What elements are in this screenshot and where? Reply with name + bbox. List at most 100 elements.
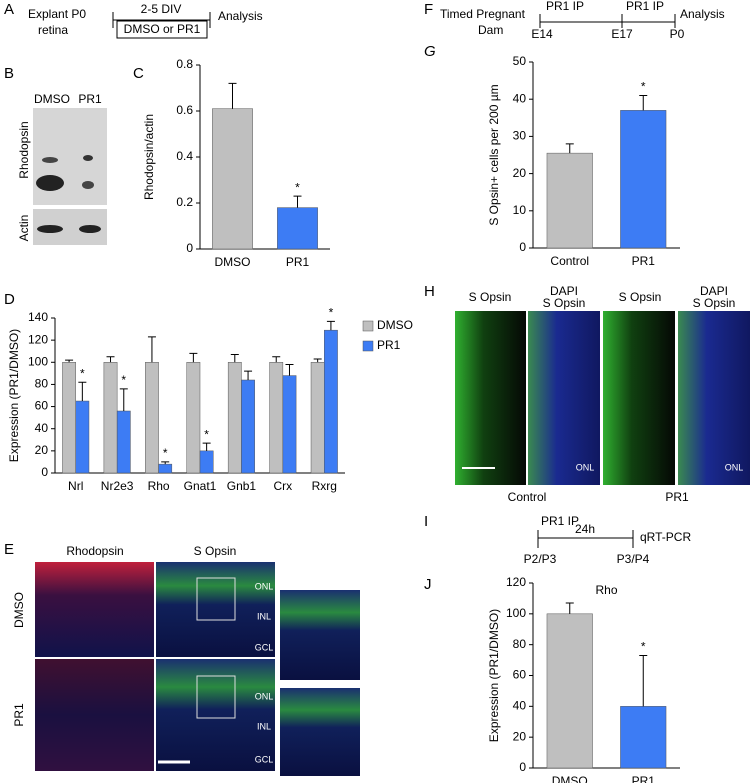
error-bar	[639, 94, 648, 111]
bar	[277, 207, 318, 250]
micrograph	[678, 311, 750, 485]
x-tick-label: Gnb1	[227, 479, 257, 493]
band	[79, 225, 101, 233]
label: E14	[531, 27, 553, 41]
column-label: Rhodopsin	[66, 544, 123, 558]
label: P0	[670, 27, 685, 41]
x-tick-label: Nrl	[68, 479, 83, 493]
panel-b: DMSO PR1 Rhodopsin Actin	[17, 92, 107, 245]
panel-letter: E	[4, 541, 14, 558]
micrograph	[280, 688, 360, 776]
panel-letter: B	[4, 65, 14, 82]
x-tick-label: Rxrg	[312, 479, 337, 493]
panel-letters: A B C D E F G H I J	[4, 1, 436, 593]
lane-label: PR1	[78, 92, 102, 106]
bar	[212, 108, 253, 250]
y-tick-label: 20	[513, 729, 527, 743]
bar	[158, 463, 173, 474]
error-bar	[313, 358, 322, 363]
y-tick-label: 60	[35, 399, 49, 413]
column-label: S Opsin	[194, 544, 237, 558]
column-label: S Opsin	[693, 296, 736, 310]
y-tick-label: 80	[35, 377, 49, 391]
layer-label: ONL	[725, 462, 744, 472]
box	[116, 20, 208, 39]
panel-f: Timed Pregnant Dam PR1 IP PR1 IP E14 E17…	[440, 0, 725, 41]
lane-label: DMSO	[34, 92, 70, 106]
significance: *	[80, 366, 85, 380]
micrograph	[35, 659, 154, 771]
y-tick-label: 40	[513, 699, 527, 713]
group-label: Control	[508, 490, 547, 504]
bar	[103, 362, 118, 474]
label: Timed Pregnant	[440, 7, 526, 21]
micrograph	[156, 659, 275, 771]
band	[36, 175, 64, 191]
x-tick-label: Rho	[148, 479, 170, 493]
error-bar	[65, 359, 74, 363]
x-tick-label: PR1	[632, 254, 656, 268]
bar	[145, 362, 159, 474]
label: PR1 IP	[541, 514, 579, 528]
panel-letter: I	[424, 513, 428, 530]
error-bar	[202, 442, 211, 451]
bar	[227, 362, 242, 474]
y-tick-label: 0.6	[176, 103, 193, 117]
legend-label: DMSO	[377, 318, 413, 332]
micrograph	[35, 562, 154, 657]
column-label: DAPI	[550, 284, 578, 298]
x-tick-label: Nr2e3	[101, 479, 134, 493]
x-tick-label: Gnat1	[184, 479, 217, 493]
bar	[324, 329, 338, 474]
y-tick-label: 40	[513, 91, 527, 105]
bar	[186, 362, 201, 474]
panel-letter: G	[424, 43, 436, 60]
layer-label: GCL	[255, 754, 274, 764]
row-label: DMSO	[12, 592, 26, 628]
x-tick-label: DMSO	[215, 255, 251, 269]
band-label: Rhodopsin	[17, 121, 31, 178]
y-tick-label: 30	[513, 129, 527, 143]
micrograph	[280, 590, 360, 680]
legend-swatch	[362, 340, 374, 352]
panel-letter: J	[424, 576, 432, 593]
legend-swatch	[362, 320, 374, 332]
bar	[620, 110, 667, 249]
error-bar	[272, 356, 281, 363]
y-tick-label: 100	[506, 606, 526, 620]
label: 2-5 DIV	[141, 2, 182, 16]
label: qRT-PCR	[640, 530, 691, 544]
column-label: S Opsin	[619, 290, 662, 304]
bar	[116, 410, 131, 474]
layer-label: ONL	[255, 691, 274, 701]
y-axis-label: S Opsin+ cells per 200 µm	[487, 84, 501, 225]
inset-box	[196, 675, 236, 719]
x-tick-label: Control	[550, 254, 589, 268]
x-tick-label: DMSO	[552, 774, 588, 783]
y-axis-label: Expression (PR1/DMSO)	[487, 609, 501, 742]
y-tick-label: 10	[513, 203, 527, 217]
significance: *	[641, 640, 646, 654]
error-bar	[147, 336, 156, 363]
y-tick-label: 0.8	[176, 57, 193, 71]
error-bar	[228, 82, 237, 109]
bar	[282, 375, 297, 474]
label: P3/P4	[617, 552, 650, 566]
y-tick-label: 0.4	[176, 149, 193, 163]
column-label: DAPI	[700, 284, 728, 298]
significance: *	[329, 305, 334, 319]
bar	[199, 450, 214, 474]
error-bar	[161, 461, 170, 465]
significance: *	[121, 373, 126, 387]
error-bar	[230, 354, 239, 363]
bar	[241, 379, 255, 474]
y-axis-label: Expression (PR1/DMSO)	[7, 329, 21, 462]
label: Dam	[478, 23, 503, 37]
layer-label: ONL	[255, 581, 274, 591]
y-tick-label: 0	[519, 240, 526, 254]
error-bar	[326, 320, 335, 331]
label: 24h	[575, 522, 595, 536]
error-bar	[244, 370, 253, 380]
label: retina	[38, 23, 68, 37]
